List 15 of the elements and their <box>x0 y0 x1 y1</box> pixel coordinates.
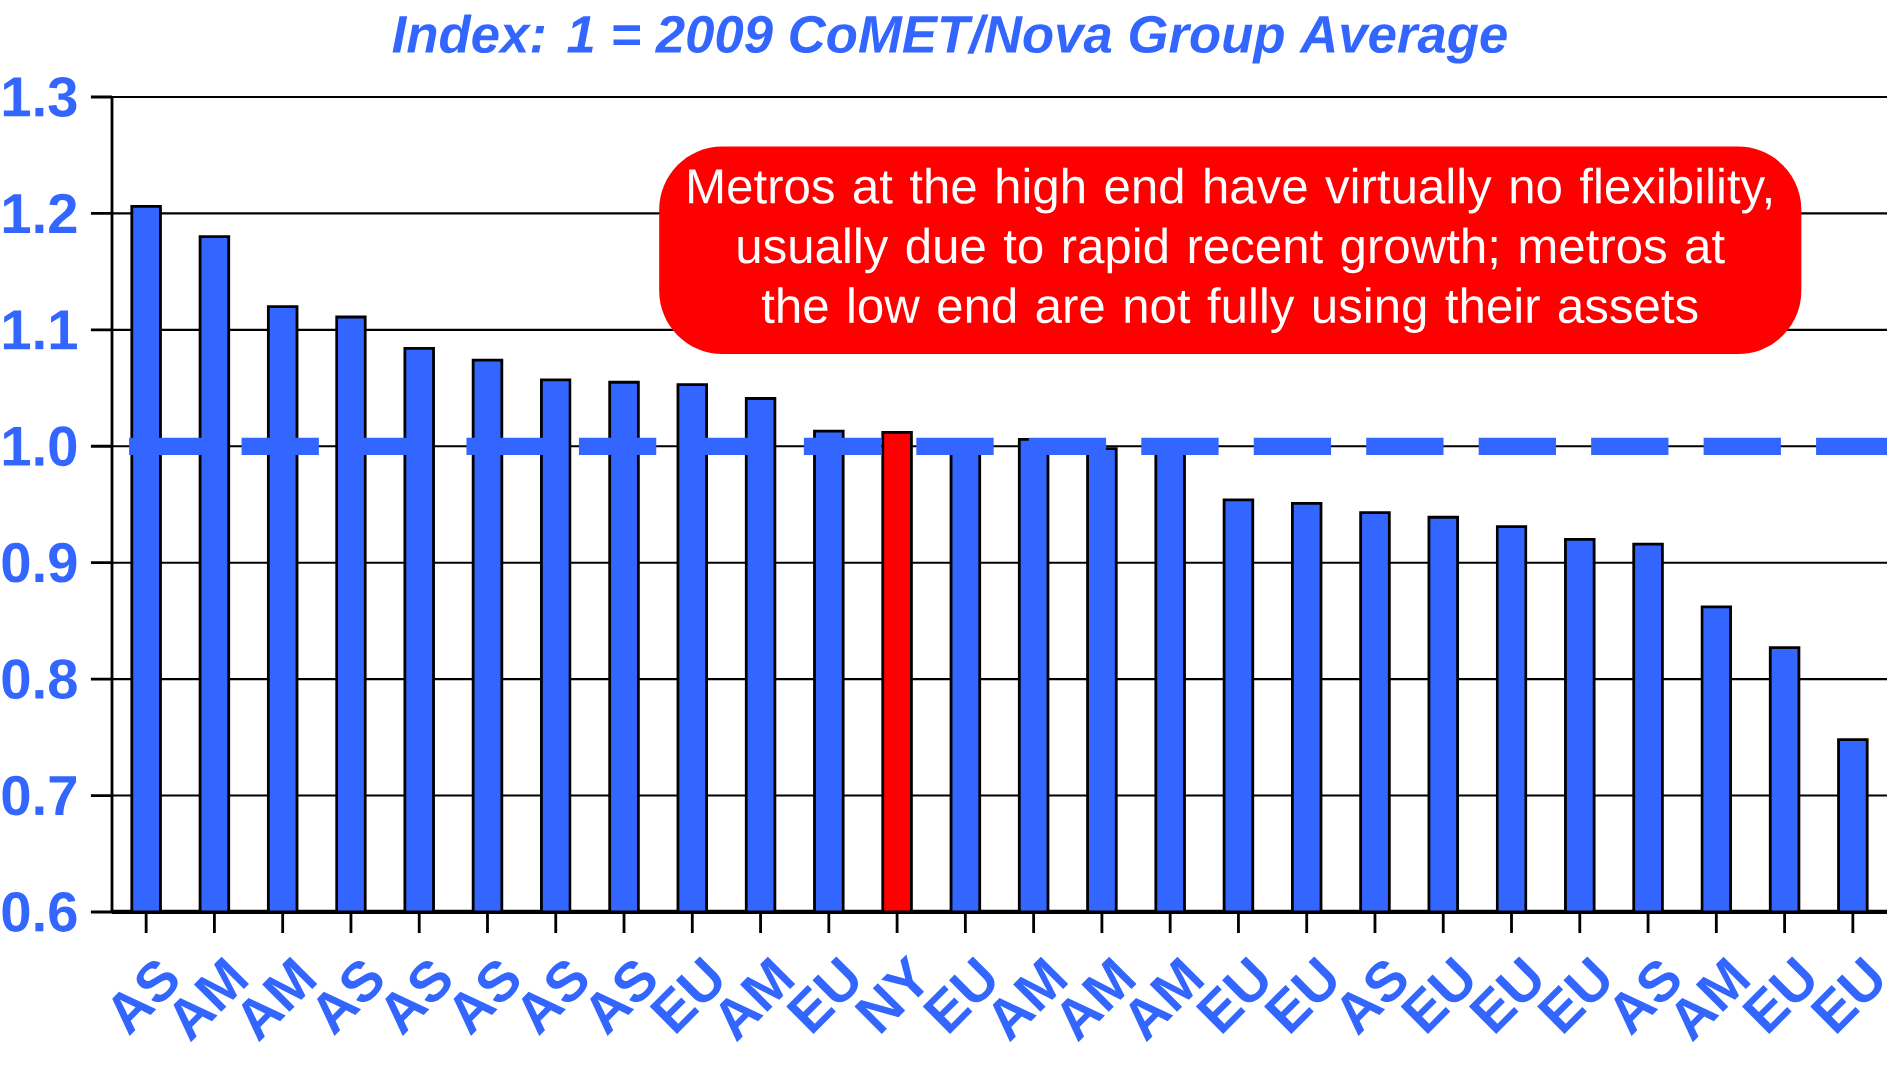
y-tick-label: 1.2 <box>3 193 77 234</box>
y-tick-label: 0.9 <box>2 542 77 583</box>
y-tick-label: 1.0 <box>3 426 77 467</box>
x-tick-label: EU <box>922 956 995 1034</box>
y-tick-label: 0.7 <box>2 775 76 816</box>
chart-title: Index: 1 = 2009 CoMET/Nova Group Average <box>392 14 1507 64</box>
y-tick-label: 0.8 <box>2 659 77 700</box>
y-tick-label: 0.6 <box>2 892 77 932</box>
x-tick-label: AS <box>453 960 520 1036</box>
y-tick-label: 1.1 <box>3 310 77 350</box>
x-tick-label: AS <box>317 960 383 1036</box>
annotation: Metros at the high end have virtually no flexibility, usually due to rapid recent growth; metros at the low end are not fully using their assets <box>689 167 1771 334</box>
x-tick-label: AS <box>385 960 451 1036</box>
x-tick-label: AS <box>521 960 588 1036</box>
y-tick-label: 1.3 <box>3 77 77 117</box>
